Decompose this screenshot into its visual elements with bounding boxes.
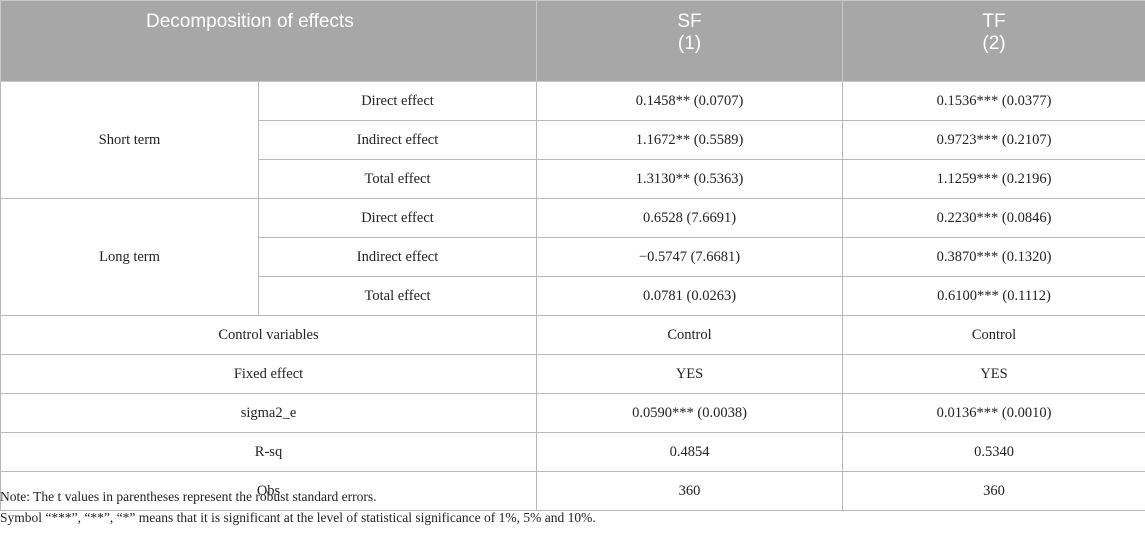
summary-label: Fixed effect [0, 354, 538, 394]
tf-value: 360 [842, 471, 1145, 511]
header-decomposition: Decomposition of effects [0, 0, 538, 82]
sf-value: 0.6528 (7.6691) [536, 198, 844, 238]
table-row: Total effect 1.3130** (0.5363) 1.1259***… [1, 159, 1145, 199]
effect-label: Direct effect [257, 198, 538, 238]
period-label-short-term: Short term [0, 81, 259, 199]
table-row: Short term Direct effect 0.1458** (0.070… [0, 81, 1145, 199]
summary-label: Control variables [0, 315, 538, 355]
header-col-tf-name: TF [982, 11, 1006, 32]
sf-value: 0.4854 [536, 432, 844, 472]
period-label-long-term: Long term [0, 198, 259, 316]
note-significance: Symbol “***”, “**”, “*” means that it is… [0, 510, 596, 525]
sf-value: 1.3130** (0.5363) [536, 159, 844, 199]
tf-value: 0.6100*** (0.1112) [842, 276, 1145, 316]
tf-value: 0.1536*** (0.0377) [842, 81, 1145, 121]
sf-value: 360 [536, 471, 844, 511]
sf-value: YES [536, 354, 844, 394]
effect-label: Total effect [257, 159, 538, 199]
summary-label: sigma2_e [0, 393, 538, 433]
effect-label: Indirect effect [257, 237, 538, 277]
header-col-sf: SF (1) [536, 0, 844, 82]
table-row: Indirect effect −0.5747 (7.6681) 0.3870*… [1, 237, 1145, 277]
header-col-sf-name: SF [677, 11, 702, 32]
tf-value: 0.5340 [842, 432, 1145, 472]
header-row: Decomposition of effects SF (1) TF (2) [0, 0, 1145, 82]
sf-value: 0.1458** (0.0707) [536, 81, 844, 121]
effect-label: Total effect [257, 276, 538, 316]
table-row: Indirect effect 1.1672** (0.5589) 0.9723… [1, 120, 1145, 160]
note-standard-errors: Note: The t values in parentheses repres… [0, 489, 377, 504]
table-row: Total effect 0.0781 (0.0263) 0.6100*** (… [1, 276, 1145, 316]
table-row: Control variables Control Control [0, 315, 1145, 355]
tf-value: 0.9723*** (0.2107) [842, 120, 1145, 160]
table-row: Fixed effect YES YES [0, 354, 1145, 394]
tf-value: Control [842, 315, 1145, 355]
table-row: Long term Direct effect 0.6528 (7.6691) … [0, 198, 1145, 316]
sf-value: −0.5747 (7.6681) [536, 237, 844, 277]
table-row: Obs 360 360 [0, 471, 1145, 511]
table-row: R-sq 0.4854 0.5340 [0, 432, 1145, 472]
header-col-sf-number: (1) [677, 33, 702, 54]
results-table: Decomposition of effects SF (1) TF (2) S… [0, 0, 1145, 511]
tf-value: 0.2230*** (0.0846) [842, 198, 1145, 238]
table-row: sigma2_e 0.0590*** (0.0038) 0.0136*** (0… [0, 393, 1145, 433]
tf-value: 0.3870*** (0.1320) [842, 237, 1145, 277]
summary-label: Obs [0, 471, 538, 511]
tf-value: 0.0136*** (0.0010) [842, 393, 1145, 433]
sf-value: Control [536, 315, 844, 355]
effect-label: Indirect effect [257, 120, 538, 160]
table-notes: Note: The t values in parentheses repres… [0, 486, 1145, 528]
sf-value: 0.0590*** (0.0038) [536, 393, 844, 433]
summary-label: R-sq [0, 432, 538, 472]
header-col-tf-number: (2) [982, 33, 1006, 54]
tf-value: 1.1259*** (0.2196) [842, 159, 1145, 199]
sf-value: 0.0781 (0.0263) [536, 276, 844, 316]
header-col-tf: TF (2) [842, 0, 1145, 82]
tf-value: YES [842, 354, 1145, 394]
effect-label: Direct effect [257, 81, 538, 121]
sf-value: 1.1672** (0.5589) [536, 120, 844, 160]
